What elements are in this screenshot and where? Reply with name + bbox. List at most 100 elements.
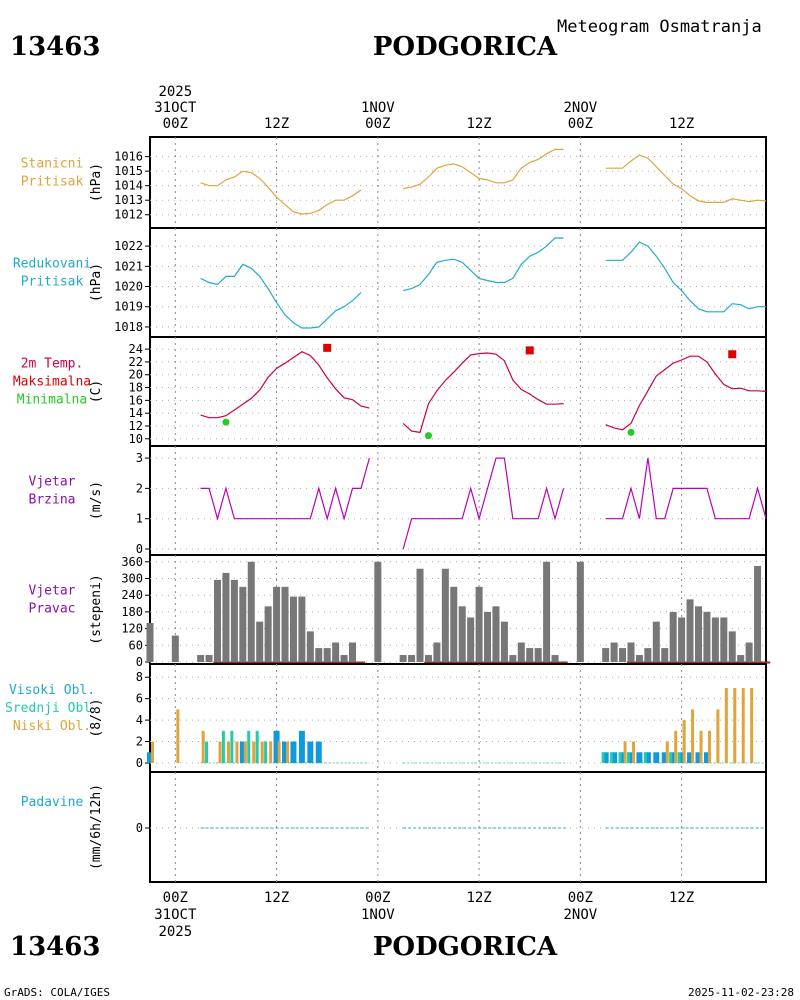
panel-label: Maksimalna (13, 375, 91, 390)
bar (408, 655, 416, 662)
cloud-bar (147, 752, 153, 763)
cloud-bar (260, 741, 264, 763)
ytick-label: 12 (129, 419, 143, 433)
series-line (605, 154, 767, 203)
y-axis-label: (stepeni) (89, 574, 104, 644)
time-label-top: 12Z (466, 116, 491, 132)
panel-label: Pritisak (21, 275, 84, 290)
panel-p4: 0 1 2 3 (m/s) Vjetar Brzina (29, 445, 767, 556)
cloud-bar (239, 741, 246, 763)
y-axis-label: (8/8) (89, 698, 104, 737)
ytick-label: 0 (136, 821, 143, 835)
series-line (402, 352, 564, 434)
bar (534, 648, 542, 662)
bar (509, 655, 517, 662)
min-marker (424, 432, 432, 440)
cloud-bar (643, 752, 647, 763)
bar (256, 621, 264, 662)
ytick-label: 0 (136, 542, 143, 556)
bar (661, 648, 669, 662)
cloud-bar (670, 752, 677, 763)
station-id-bottom: 13463 (10, 932, 100, 962)
bar (349, 642, 357, 662)
cloud-bar (733, 687, 737, 763)
station-id-top: 13463 (10, 32, 100, 62)
cloud-bar (687, 752, 694, 763)
panel-frame (149, 445, 767, 556)
bar (205, 655, 213, 662)
time-label-bottom: 1NOV (361, 907, 395, 923)
bar (323, 648, 331, 662)
ytick-label: 300 (121, 571, 143, 585)
panel-p7: 0 (mm/6h/12h) Padavine (21, 771, 767, 883)
bar (745, 642, 753, 662)
bar (737, 655, 745, 662)
panel-frame (149, 136, 767, 229)
footer-credit: GrADS: COLA/IGES (4, 986, 110, 999)
bar (298, 596, 306, 662)
bar (551, 655, 559, 662)
panel-label: Niski Obl. (13, 719, 91, 734)
ytick-label: 1018 (114, 320, 143, 334)
bar (171, 635, 179, 662)
cloud-bar (290, 741, 297, 763)
station-name-bottom: PODGORICA (373, 932, 558, 962)
time-label-top: 31OCT (154, 100, 197, 116)
panel-label: Redukovani (13, 257, 91, 272)
ytick-label: 60 (129, 638, 143, 652)
cloud-bar (315, 741, 322, 763)
bar (576, 561, 584, 662)
cloud-bar (699, 730, 703, 763)
bar (694, 606, 702, 662)
cloud-bar (273, 730, 280, 763)
cloud-bar (282, 741, 289, 763)
ytick-label: 24 (129, 342, 143, 356)
bar (458, 606, 466, 662)
series-line (402, 457, 565, 550)
ytick-label: 0 (136, 756, 143, 770)
cloud-bar (627, 752, 634, 763)
ytick-label: 1 (136, 512, 143, 526)
cloud-bar (653, 752, 660, 763)
cloud-bar (682, 720, 686, 763)
bar (230, 579, 238, 662)
panel-label: Vjetar (29, 584, 76, 599)
bar (264, 606, 272, 662)
ytick-label: 1014 (114, 179, 143, 193)
cloud-bar (707, 730, 711, 763)
panel-frame (149, 771, 767, 883)
cloud-bar (716, 709, 720, 763)
cloud-bar (665, 741, 669, 763)
panels: 10121013101410151016(hPa)StanicniPritisa… (5, 136, 771, 883)
bar (214, 579, 222, 662)
series-line (200, 170, 362, 215)
panel-label: Pritisak (21, 175, 84, 190)
cloud-bar (644, 752, 651, 763)
bar (703, 611, 711, 662)
ytick-label: 22 (129, 355, 143, 369)
cloud-bar (298, 730, 305, 763)
ytick-label: 16 (129, 393, 143, 407)
bar (239, 586, 247, 662)
cloud-bar (691, 709, 695, 763)
ytick-label: 240 (121, 588, 143, 602)
footer-timestamp: 2025-11-02-23:28 (688, 986, 794, 999)
bar (450, 586, 458, 662)
ytick-label: 120 (121, 622, 143, 636)
ytick-label: 1015 (114, 164, 143, 178)
panel-label: Stanicni (21, 157, 84, 172)
panel-label: Padavine (21, 795, 84, 810)
bar (433, 642, 441, 662)
ytick-label: 1013 (114, 193, 143, 207)
panel-label: 2m Temp. (21, 357, 84, 372)
bar (602, 648, 610, 662)
ytick-label: 6 (136, 692, 143, 706)
time-label-top: 12Z (264, 116, 289, 132)
cloud-bar (176, 709, 180, 763)
series-line (200, 457, 370, 521)
time-label-top: 00Z (163, 116, 188, 132)
bar (627, 642, 635, 662)
panel-label: Srednji Obl. (5, 701, 99, 716)
